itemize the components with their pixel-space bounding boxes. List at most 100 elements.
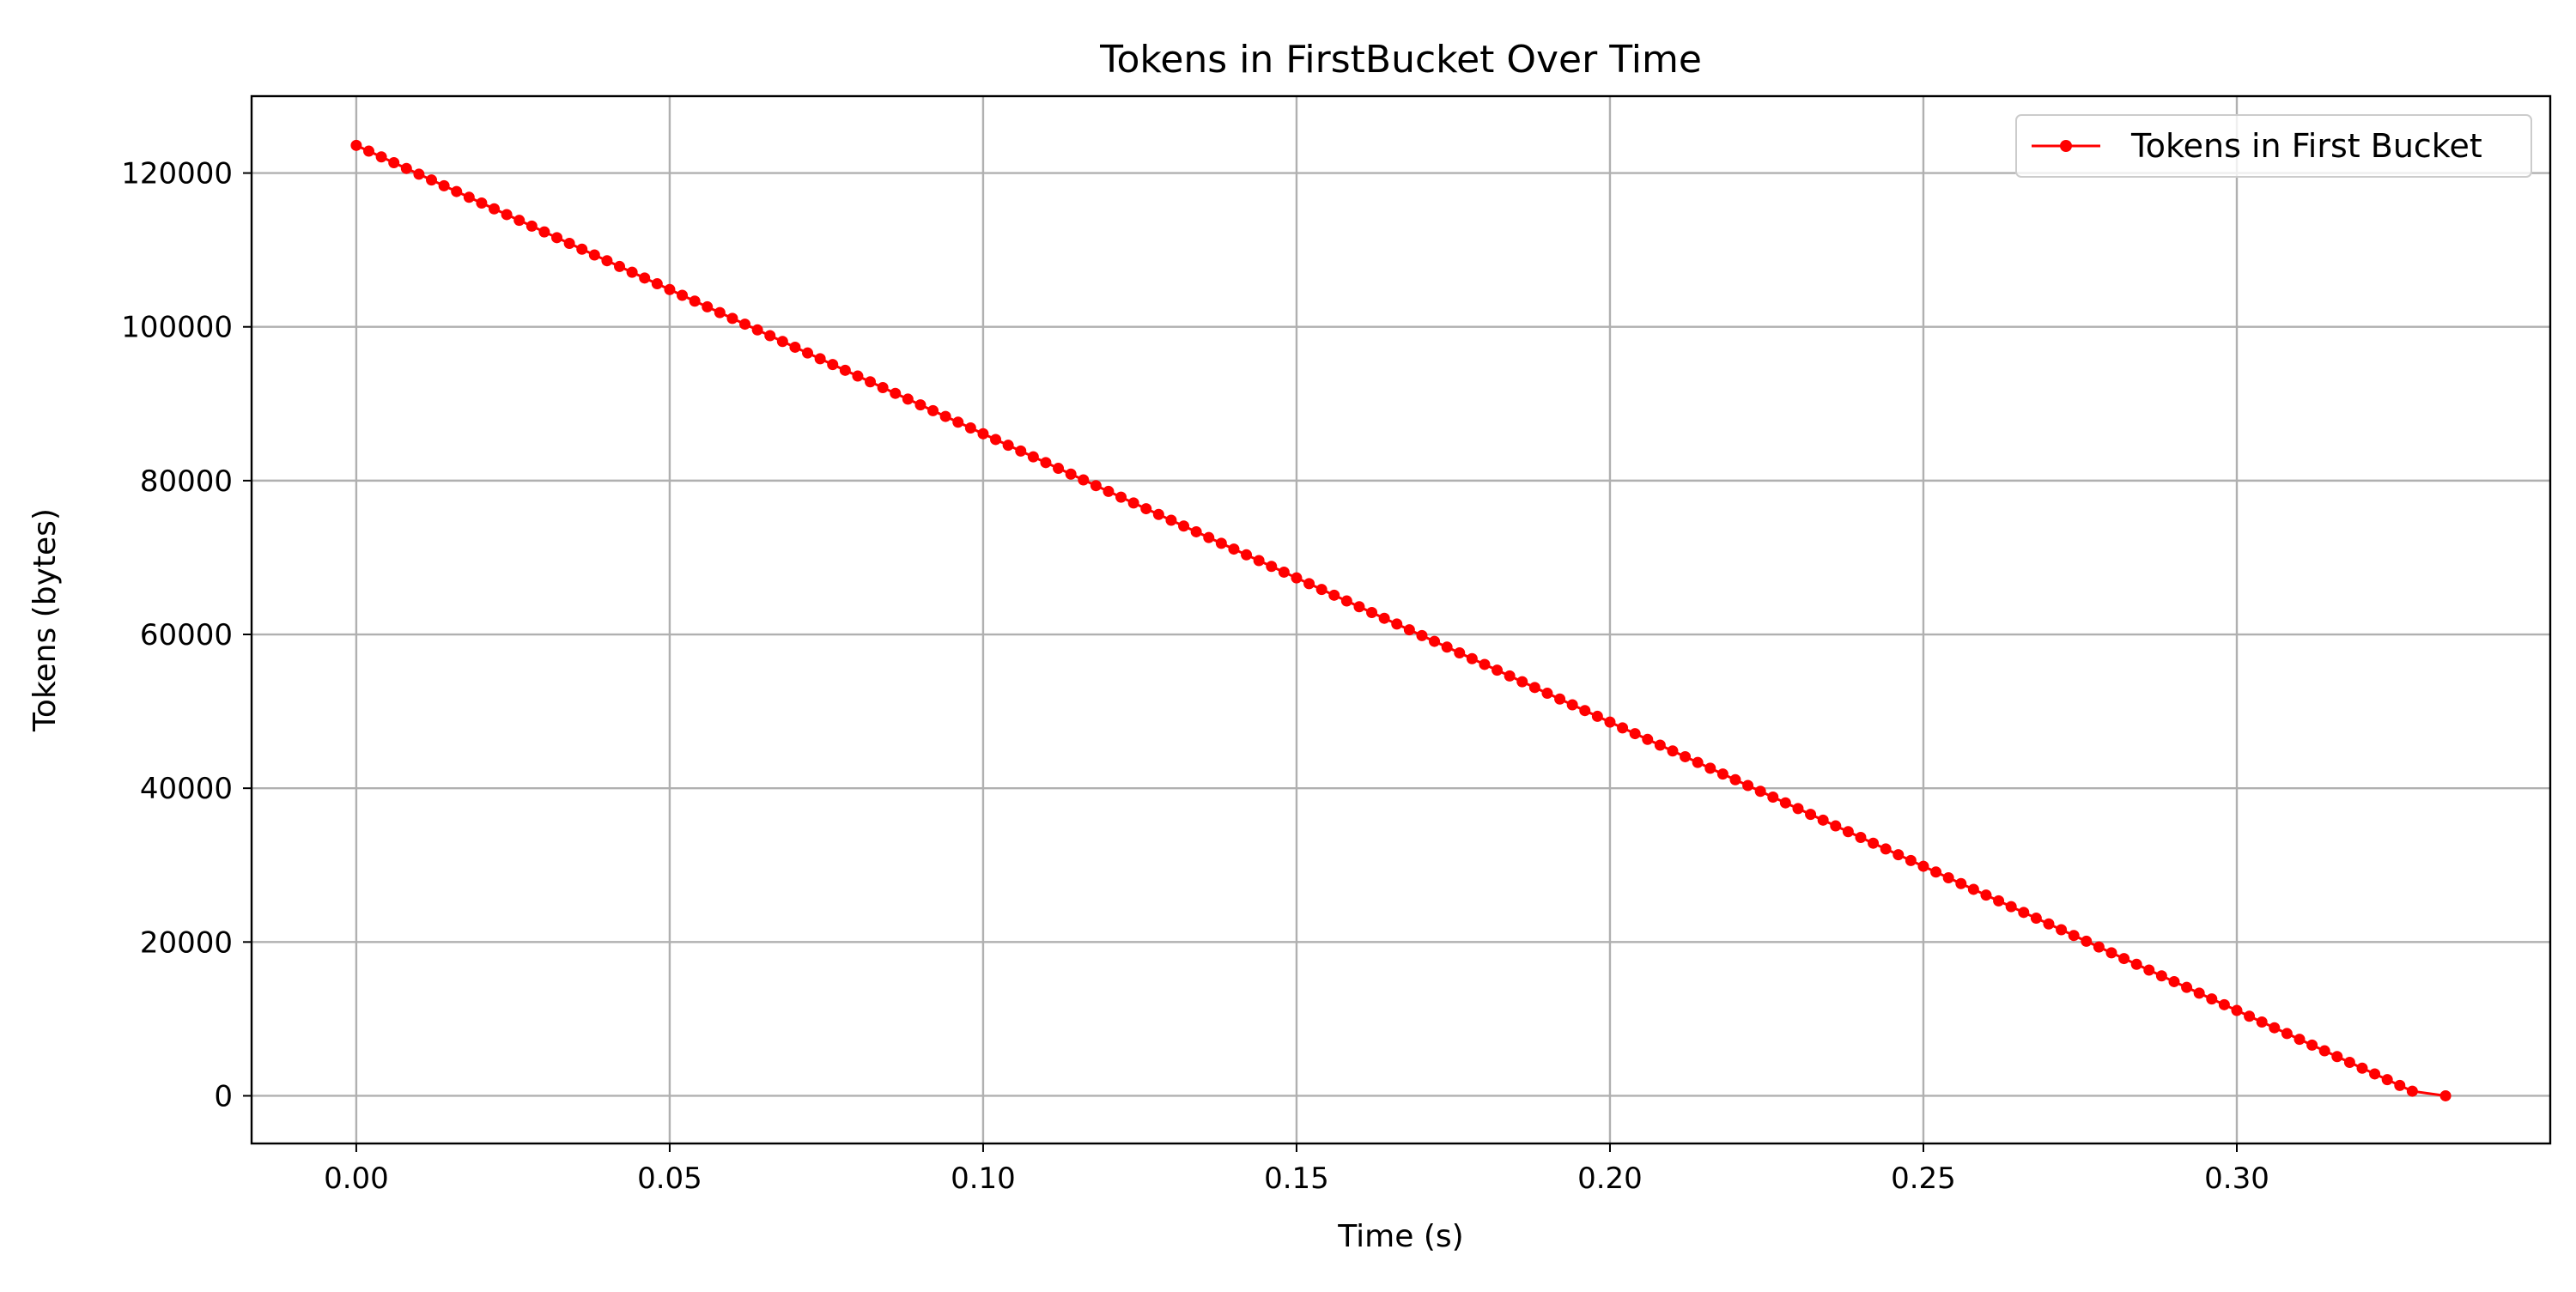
data-point <box>526 220 538 232</box>
data-point <box>1980 889 1992 901</box>
data-point <box>802 347 814 359</box>
data-point <box>1353 601 1365 613</box>
data-point <box>1930 866 1942 878</box>
data-point <box>739 318 751 331</box>
data-point <box>1642 733 1654 745</box>
data-point <box>1416 629 1428 641</box>
legend: Tokens in First Bucket <box>2015 114 2532 178</box>
data-point <box>1366 606 1378 618</box>
data-point <box>476 197 488 209</box>
y-axis-label: Tokens (bytes) <box>27 508 63 732</box>
data-point <box>1830 820 1842 832</box>
legend-marker-swatch <box>2060 140 2072 152</box>
x-tick-label: 0.15 <box>1264 1162 1329 1196</box>
data-point <box>664 283 676 295</box>
data-point <box>1842 826 1854 838</box>
x-tick-label: 0.05 <box>637 1162 702 1196</box>
data-point <box>2269 1022 2281 1034</box>
data-point <box>489 203 501 215</box>
x-tick-label: 0.30 <box>2204 1162 2269 1196</box>
data-point <box>1528 682 1540 694</box>
data-point <box>375 151 387 163</box>
data-point <box>2244 1010 2256 1022</box>
y-tick-label: 60000 <box>140 618 233 652</box>
data-point <box>1215 537 1227 549</box>
data-point <box>413 168 425 180</box>
data-point <box>1090 480 1102 492</box>
x-tick-label: 0.00 <box>324 1162 389 1196</box>
data-point <box>1441 641 1453 653</box>
data-point <box>2318 1045 2330 1057</box>
data-point <box>1015 445 1027 457</box>
data-point <box>2281 1028 2293 1040</box>
data-point <box>1203 531 1215 543</box>
data-point <box>914 399 927 411</box>
data-point <box>1378 612 1390 624</box>
data-point <box>977 428 989 440</box>
data-point <box>626 266 638 278</box>
data-point <box>1654 739 1666 751</box>
data-point <box>1516 676 1528 688</box>
data-point <box>2118 953 2130 965</box>
data-point <box>1040 457 1052 469</box>
data-point <box>363 145 375 157</box>
data-point <box>714 306 726 318</box>
data-point <box>1078 474 1090 486</box>
data-point <box>789 341 801 353</box>
chart-title: Tokens in FirstBucket Over Time <box>1099 38 1702 82</box>
data-point <box>877 381 889 393</box>
data-point <box>1817 814 1829 826</box>
data-point <box>2081 935 2093 947</box>
data-point <box>563 238 575 250</box>
data-point <box>1266 561 1278 573</box>
data-point <box>1303 578 1315 590</box>
data-point <box>1604 716 1616 728</box>
y-tick-label: 40000 <box>140 772 233 806</box>
data-point <box>426 174 438 186</box>
data-point <box>1716 768 1728 780</box>
data-point <box>865 376 877 388</box>
data-point <box>1178 520 1190 532</box>
data-point <box>1742 779 1754 792</box>
data-point <box>350 139 362 151</box>
data-point <box>576 243 588 255</box>
data-point <box>1629 728 1641 740</box>
data-point <box>702 300 714 312</box>
data-point <box>1667 745 1679 757</box>
data-point <box>2181 981 2193 993</box>
series-line <box>355 143 2446 1097</box>
legend-box <box>2015 114 2532 178</box>
data-point <box>1905 854 1917 866</box>
data-point <box>1065 468 1077 480</box>
data-point <box>939 410 951 422</box>
data-point <box>1228 543 1240 555</box>
data-point <box>1554 693 1566 705</box>
data-point <box>1454 647 1466 659</box>
data-point <box>1855 831 1867 843</box>
data-point <box>1880 843 1892 855</box>
data-point <box>1291 572 1303 584</box>
data-point <box>1002 440 1014 452</box>
data-point <box>2369 1068 2381 1080</box>
data-point <box>1805 809 1817 821</box>
data-point <box>1127 497 1139 509</box>
data-point <box>1917 860 1929 872</box>
data-point <box>1115 491 1127 503</box>
data-point <box>814 353 826 365</box>
data-point <box>1053 463 1065 475</box>
data-point <box>2068 930 2080 942</box>
data-point <box>2030 913 2042 925</box>
legend-label: Tokens in First Bucket <box>2130 127 2482 165</box>
data-point <box>2193 987 2205 999</box>
y-tick-label: 80000 <box>140 464 233 499</box>
data-point <box>1591 710 1603 722</box>
data-point <box>1253 555 1265 567</box>
data-point <box>927 404 939 416</box>
data-point <box>2130 958 2142 970</box>
data-point <box>2143 964 2155 976</box>
y-tick-label: 0 <box>214 1079 233 1113</box>
data-point <box>1328 589 1340 601</box>
data-point <box>1403 624 1415 636</box>
data-point <box>2168 975 2180 987</box>
data-point <box>2206 993 2218 1005</box>
